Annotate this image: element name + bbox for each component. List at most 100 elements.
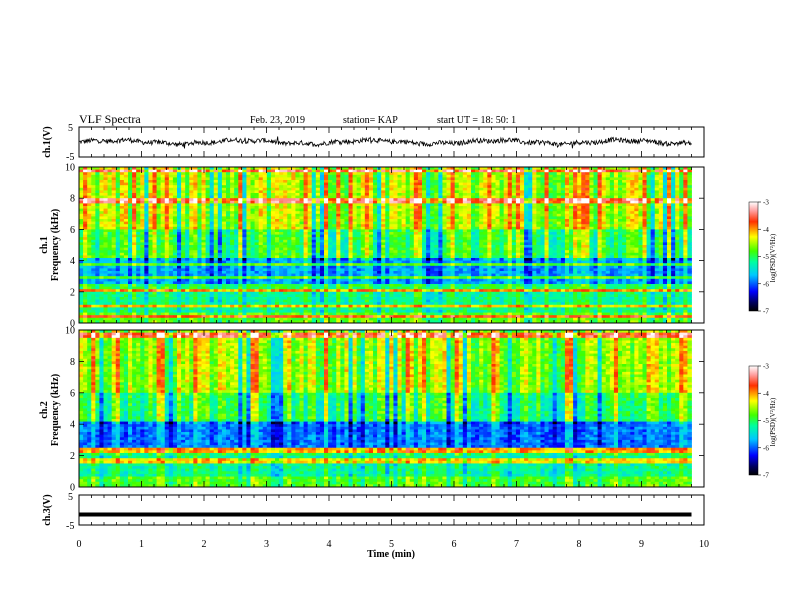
spectrogram-cell — [164, 177, 170, 181]
spectrogram-cell — [589, 232, 594, 235]
spectrogram-cell — [507, 245, 513, 248]
spectrogram-cell — [438, 211, 443, 215]
spectrogram-cell — [377, 229, 382, 233]
spectrogram-cell — [638, 190, 643, 194]
spectrogram-cell — [573, 221, 578, 225]
spectrogram-cell — [270, 169, 276, 173]
spectrogram-cell — [622, 245, 627, 248]
spectrogram-cell — [299, 229, 304, 233]
spectrogram-cell — [597, 216, 603, 220]
spectrogram-cell — [471, 180, 476, 183]
spectrogram-cell — [377, 195, 382, 199]
spectrogram-cell — [291, 169, 296, 173]
spectrogram-cell — [295, 213, 300, 217]
spectrogram-cell — [291, 195, 296, 199]
spectrogram-cell — [262, 180, 268, 183]
spectrogram-cell — [515, 219, 521, 222]
spectrogram-cell — [393, 242, 398, 246]
spectrogram-cell — [634, 187, 639, 191]
spectrogram-cell — [160, 193, 166, 196]
spectrogram-cell — [442, 180, 447, 183]
spectrogram-cell — [630, 221, 635, 225]
spectrogram-cell — [373, 229, 378, 233]
spectrogram-cell — [581, 190, 586, 194]
spectrogram-cell — [148, 200, 153, 204]
spectrogram-cell — [585, 198, 590, 202]
spectrogram-cell — [397, 219, 402, 222]
spectrogram-cell — [520, 180, 525, 183]
ch1-ylabel: ch.1(V) — [42, 126, 53, 157]
spectrogram-cell — [319, 206, 325, 209]
spectrogram-cell — [111, 216, 117, 220]
spectrogram-cell — [332, 239, 337, 243]
spectrogram-cell — [466, 232, 472, 235]
spectrogram-cell — [377, 169, 382, 173]
spectrogram-cell — [524, 219, 529, 222]
spectrogram-cell — [556, 185, 562, 189]
spectrogram-cell — [91, 234, 96, 238]
spectrogram-cell — [238, 219, 243, 222]
spectrogram-cell — [389, 206, 394, 209]
spectrogram-cell — [356, 190, 362, 194]
spectrogram-cell — [79, 234, 84, 238]
spectrogram-cell — [511, 219, 517, 222]
spectrogram-cell — [462, 180, 468, 183]
spectrogram-cell — [475, 185, 480, 189]
spectrogram-cell — [536, 224, 541, 228]
spectrogram-cell — [393, 169, 398, 173]
spectrogram-cell — [311, 195, 317, 199]
spectrogram-cell — [254, 239, 260, 243]
spectrogram-cell — [581, 239, 586, 243]
spectrogram-cell — [152, 174, 157, 178]
spectrogram-cell — [238, 195, 243, 199]
spectrogram-cell — [642, 177, 647, 181]
spectrogram-cell — [319, 193, 325, 196]
spectrogram-cell — [593, 234, 598, 238]
spectrogram-cell — [172, 208, 178, 212]
spectrogram-cell — [193, 232, 198, 235]
spectrogram-cell — [458, 219, 464, 222]
spectrogram-cell — [364, 203, 370, 207]
spectrogram-cell — [197, 206, 202, 209]
spectrogram-cell — [454, 177, 460, 181]
spectrogram-cell — [287, 247, 292, 251]
spectrogram-cell — [381, 219, 386, 222]
spectrogram-cell — [536, 174, 541, 178]
spectrogram-cell — [230, 177, 235, 181]
spectrogram-cell — [483, 224, 488, 228]
spectrogram-cell — [393, 237, 398, 241]
spectrogram-cell — [483, 226, 488, 230]
spectrogram-cell — [168, 177, 174, 181]
spectrogram-cell — [226, 216, 231, 220]
spectrogram-cell — [348, 224, 353, 228]
spectrogram-cell — [168, 198, 174, 202]
spectrogram-cell — [487, 245, 492, 248]
spectrogram-cell — [217, 200, 223, 204]
spectrogram-cell — [119, 198, 125, 202]
spectrogram-cell — [556, 213, 562, 217]
spectrogram-cell — [156, 237, 162, 241]
spectrogram-cell — [381, 250, 386, 254]
spectrogram-cell — [622, 185, 627, 189]
spectrogram-cell — [438, 221, 443, 225]
spectrogram-cell — [221, 200, 227, 204]
spectrogram-cell — [262, 177, 268, 181]
spectrogram-cell — [83, 206, 88, 209]
spectrogram-cell — [479, 190, 484, 194]
spectrogram-cell — [401, 247, 407, 251]
spectrogram-cell — [230, 232, 235, 235]
spectrogram-cell — [471, 185, 476, 189]
spectrogram-cell — [332, 174, 337, 178]
spectrogram-cell — [638, 245, 643, 248]
spectrogram-cell — [475, 180, 480, 183]
spectrogram-cell — [344, 229, 349, 233]
spectrogram-cell — [552, 195, 558, 199]
spectrogram-cell — [189, 182, 194, 186]
spectrogram-cell — [262, 198, 268, 202]
spectrogram-cell — [238, 208, 243, 212]
spectrogram-cell — [658, 177, 664, 181]
spectrogram-cell — [307, 245, 313, 248]
spectrogram-cell — [164, 193, 170, 196]
spectrogram-cell — [646, 242, 652, 246]
spectrogram-cell — [618, 219, 623, 222]
